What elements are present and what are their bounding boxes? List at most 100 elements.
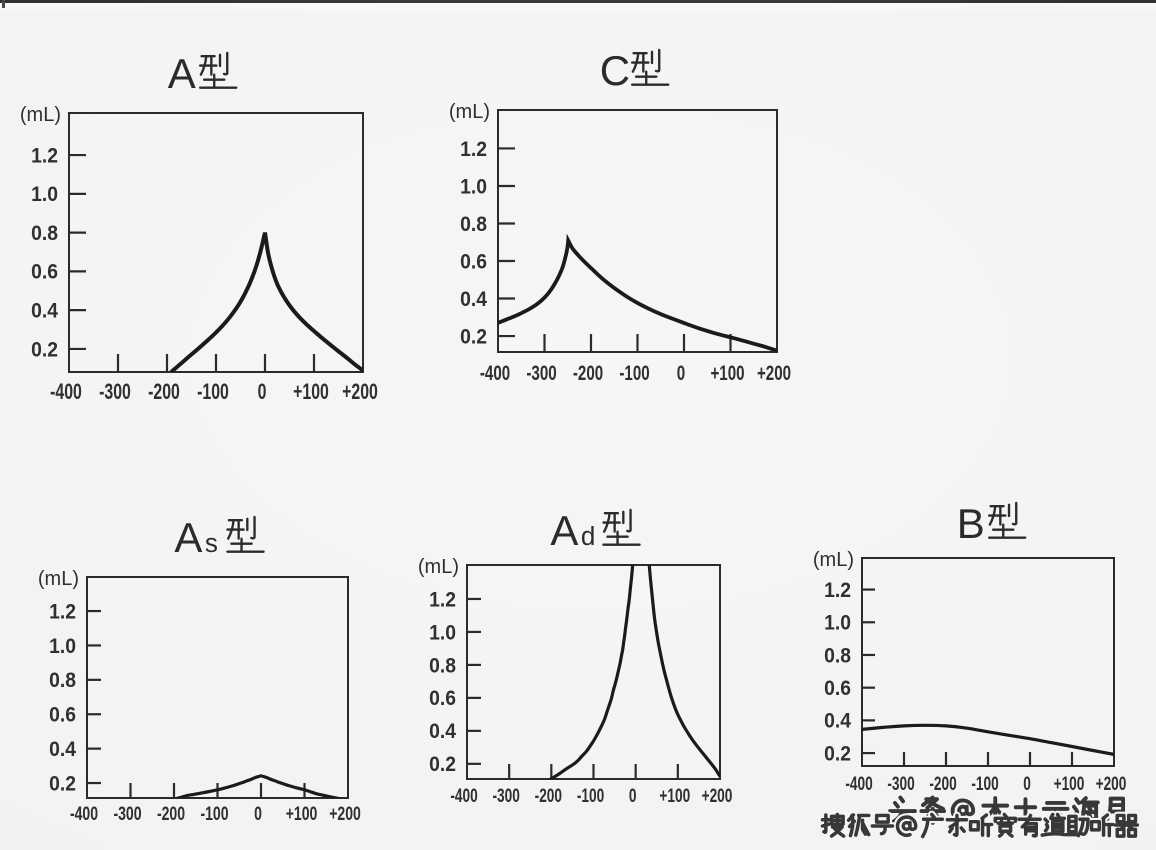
watermark-glyph-strokes: [1089, 813, 1115, 838]
watermark-glyph-strokes: [895, 815, 918, 837]
x-tick-label: 0: [258, 381, 267, 405]
plot-box: [86, 576, 349, 799]
scan-corner-mark: [2, 0, 5, 8]
x-tick-label: 0: [1023, 773, 1031, 795]
watermark-line2: [818, 810, 1142, 841]
y-tick-label: 0.6: [429, 688, 456, 711]
x-tick-label: -400: [70, 803, 98, 825]
chart-title-main: A: [550, 507, 578, 554]
x-tick-label: -200: [929, 773, 956, 795]
x-tick-label: -100: [197, 381, 229, 405]
x-tick-label: +100: [710, 360, 744, 384]
chart-type-a: -400 -300 -200 -100 0 +100 +200 0.2 0.4 0.6 0.8 1.0…: [20, 50, 378, 405]
y-tick-label: 0.8: [429, 655, 456, 678]
watermark-glyph: [1017, 813, 1042, 838]
chart-title-cjk-型-strokes: [226, 515, 265, 553]
y-tick-label: 0.4: [824, 710, 852, 733]
chart-title-cjk-型: [630, 48, 670, 86]
watermark-glyph-strokes: [1113, 813, 1140, 838]
chart-title-cjk-型: [602, 508, 641, 546]
y-tick-label: 0.4: [460, 288, 488, 311]
watermark-glyph: [981, 796, 1010, 825]
chart-title-cjk-型-strokes: [602, 508, 641, 546]
x-tick-label: -300: [526, 360, 556, 384]
x-tick-label: -300: [113, 803, 141, 825]
watermark-glyph: [820, 812, 846, 838]
watermark-glyph: [1089, 813, 1115, 838]
plot-box: [497, 109, 778, 353]
x-tick-label: -300: [887, 773, 914, 795]
scan-light-band: [0, 2, 1156, 14]
watermark-glyph: [895, 815, 918, 837]
x-tick-label: +200: [757, 360, 791, 384]
x-tick-label: -400: [480, 360, 510, 384]
y-tick-label: 0.4: [49, 738, 77, 761]
x-tick-label: 0: [677, 360, 685, 384]
x-tick-label: -100: [971, 773, 998, 795]
watermark-glyph: [1113, 813, 1140, 838]
x-tick-label: +100: [293, 381, 329, 405]
y-tick-label: 1.0: [31, 183, 58, 206]
watermark-glyph-strokes: [981, 796, 1010, 825]
y-axis-unit-label: (mL): [38, 568, 79, 590]
tympanogram-curve: [174, 774, 344, 798]
watermark-glyph-strokes: [870, 813, 895, 836]
y-tick-label: 1.0: [460, 176, 487, 199]
chart-title-main: C: [600, 47, 630, 94]
y-tick-label: 0.2: [460, 326, 487, 349]
chart-title: B: [957, 500, 1027, 547]
watermark-glyph: [846, 813, 871, 838]
chart-title-sub: s: [205, 528, 218, 558]
watermark-glyph: [1040, 812, 1067, 837]
x-tick-label: +200: [329, 803, 361, 825]
y-tick-label: 0.6: [824, 677, 851, 700]
x-tick-label: -200: [157, 803, 185, 825]
y-axis-unit-label: (mL): [813, 549, 854, 571]
y-tick-label: 1.2: [31, 145, 58, 168]
top-edge-scan-line: [0, 0, 1156, 3]
chart-title-cjk-型: [987, 501, 1027, 539]
watermark-glyph-strokes: [1040, 812, 1067, 837]
watermark-glyph-strokes: [968, 813, 994, 838]
x-tick-label: -200: [148, 381, 180, 405]
y-tick-label: 0.8: [49, 670, 76, 693]
x-tick-label: +100: [1054, 773, 1085, 795]
x-tick-label: -100: [619, 360, 649, 384]
y-tick-label: 1.2: [429, 589, 456, 612]
watermark-glyph-strokes: [846, 813, 871, 838]
y-tick-label: 0.2: [429, 753, 456, 776]
x-tick-label: +200: [702, 785, 733, 807]
tympanogram-curve: [169, 232, 363, 372]
watermark-glyph: [1041, 800, 1070, 821]
x-tick-label: -300: [492, 785, 519, 807]
chart-title: A: [168, 50, 238, 97]
chart-type-b: -400 -300 -200 -100 0 +100 +200 0.2 0.4 0.6 0.8 1.0…: [813, 500, 1127, 795]
y-axis-unit-label: (mL): [449, 101, 490, 123]
y-tick-label: 0.2: [824, 743, 851, 766]
chart-title-cjk-型: [226, 515, 265, 553]
y-tick-label: 1.2: [49, 601, 76, 624]
y-tick-label: 1.0: [429, 622, 456, 645]
x-tick-label: -100: [200, 803, 228, 825]
x-tick-label: +200: [1096, 773, 1127, 795]
y-tick-label: 0.8: [460, 213, 487, 236]
plot-box: [466, 564, 721, 780]
chart-title-main: A: [174, 514, 202, 561]
chart-title: C: [600, 47, 670, 94]
x-tick-label: +100: [286, 803, 318, 825]
y-tick-label: 0.8: [824, 645, 851, 668]
y-tick-label: 1.2: [460, 138, 487, 161]
x-tick-label: -400: [50, 381, 82, 405]
chart-type-as: -400 -300 -200 -100 0 +100 +200 0.2 0.4 0.6 0.8 1.0…: [38, 514, 361, 825]
x-tick-label: -400: [450, 785, 477, 807]
x-tick-label: +200: [342, 381, 378, 405]
y-tick-label: 0.4: [429, 721, 457, 744]
chart-type-ad: -400 -300 -200 -100 0 +100 +200 0.2 0.4 0.6 0.8 1.0…: [418, 507, 733, 807]
watermark-glyph-strokes: [1017, 813, 1042, 838]
watermark-glyph: [993, 812, 1018, 838]
y-axis-unit-label: (mL): [418, 556, 459, 578]
x-tick-label: 0: [629, 785, 637, 807]
